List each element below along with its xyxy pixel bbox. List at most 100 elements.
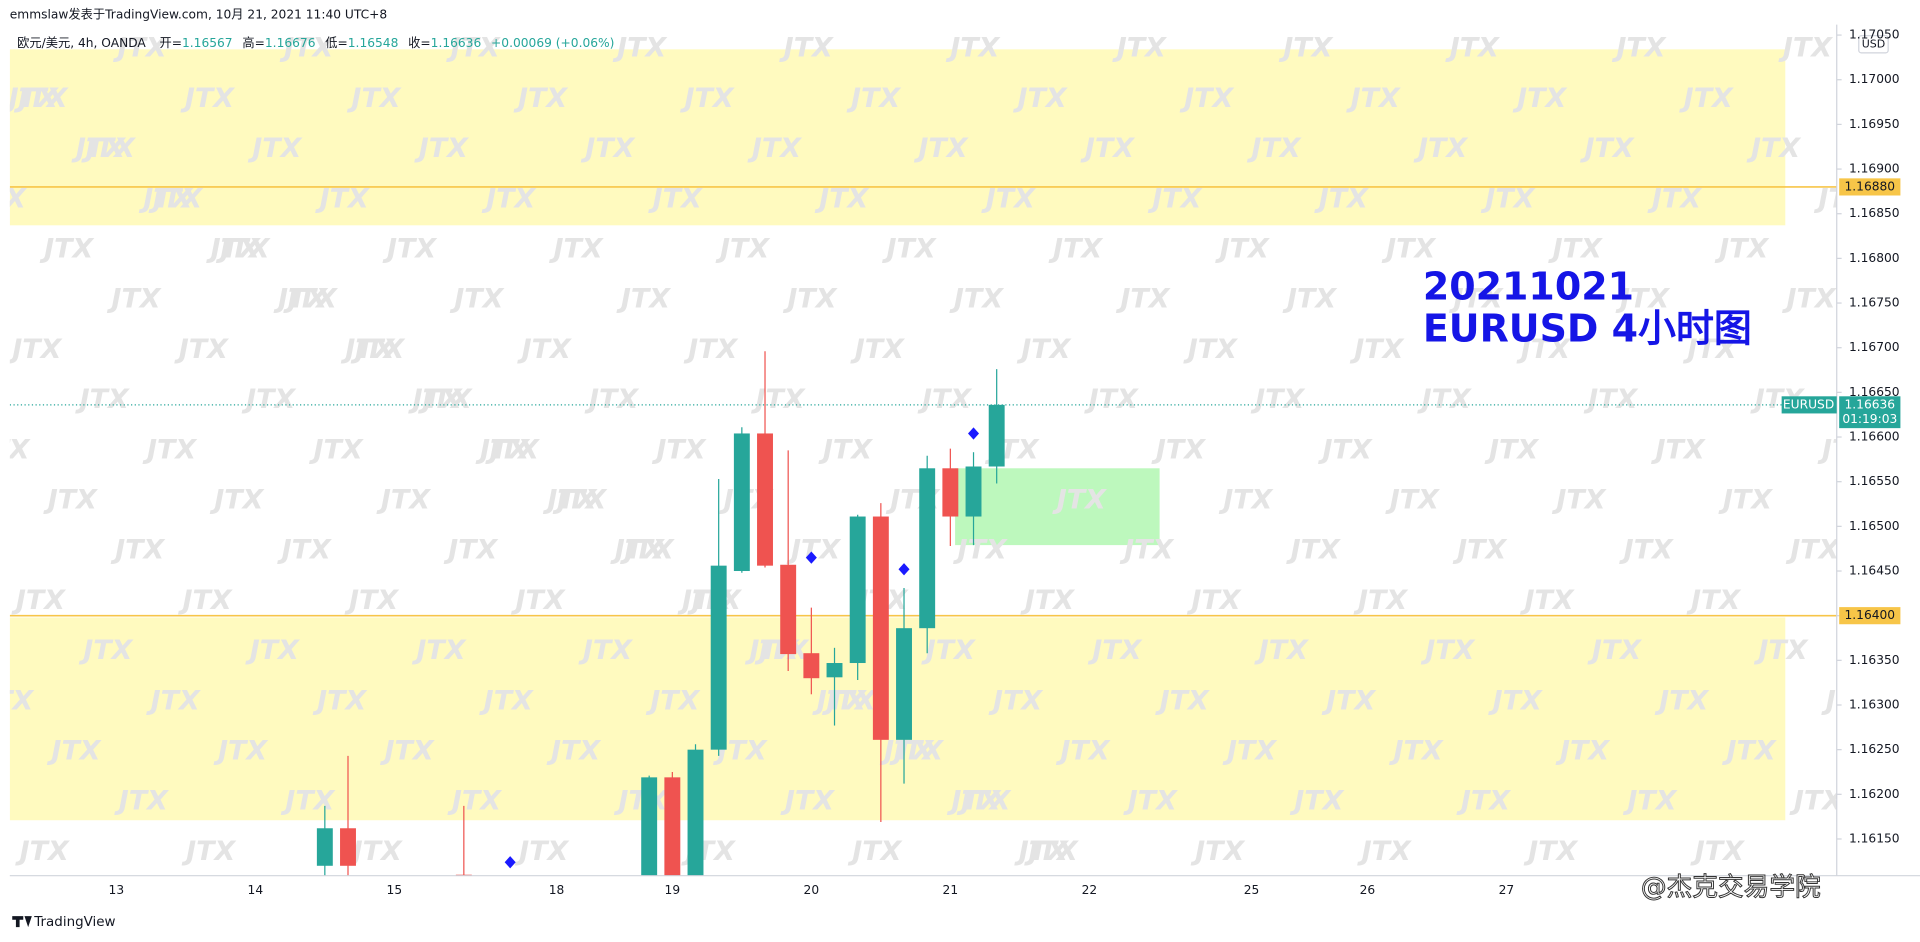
ohlc-value: 1.16636 <box>431 36 482 50</box>
x-tick-label: 21 <box>943 883 959 897</box>
pattern-watermark: JTX <box>889 736 944 767</box>
pattern-watermark: JTX <box>379 736 434 767</box>
x-tick-label: 19 <box>665 883 681 897</box>
pattern-watermark: JTX <box>812 685 867 716</box>
pattern-watermark: JTX <box>1456 786 1511 817</box>
pattern-watermark: JTX <box>981 183 1036 214</box>
pattern-watermark: JTX <box>1619 535 1674 566</box>
pattern-watermark: JTX <box>1718 485 1773 516</box>
y-tick-label: 1.17000 <box>1849 72 1900 86</box>
logo: TradingView <box>33 915 115 930</box>
pattern-watermark: JTX <box>241 384 296 415</box>
level-label: 1.16880 <box>1844 179 1895 193</box>
pattern-watermark: JTX <box>174 334 229 365</box>
y-tick-label: 1.16850 <box>1849 206 1900 220</box>
pattern-watermark: JTX <box>1523 836 1578 867</box>
pattern-watermark: JTX <box>879 736 934 767</box>
pattern-watermark: JTX <box>1480 183 1535 214</box>
pattern-watermark: JTX <box>1587 635 1642 666</box>
pattern-watermark: JTX <box>779 33 834 64</box>
pattern-watermark: JTX <box>645 685 700 716</box>
ohlc-label: 高= <box>242 35 264 50</box>
pattern-watermark: JTX <box>446 33 501 64</box>
candle-body <box>826 663 843 678</box>
pattern-watermark: JTX <box>443 535 498 566</box>
pattern-watermark: JTX <box>485 434 540 465</box>
ohlc-value: 1.16676 <box>265 36 316 50</box>
pattern-watermark: JTX <box>548 233 603 264</box>
pattern-watermark: JTX <box>1417 384 1472 415</box>
x-tick-label: 18 <box>549 883 565 897</box>
pattern-watermark: JTX <box>1254 635 1309 666</box>
pattern-watermark: JTX <box>1789 786 1844 817</box>
pattern-watermark: JTX <box>1452 535 1507 566</box>
pattern-watermark: JTX <box>683 334 738 365</box>
pattern-watermark: JTX <box>1314 183 1369 214</box>
pattern-watermark: JTX <box>113 33 168 64</box>
pattern-watermark: JTX <box>146 685 201 716</box>
pattern-watermark: JTX <box>1778 33 1833 64</box>
pattern-watermark: JTX <box>780 786 835 817</box>
ohlc-label: 收= <box>408 36 431 50</box>
pattern-watermark: JTX <box>1215 233 1270 264</box>
pattern-watermark: JTX <box>138 183 193 214</box>
pattern-watermark: JTX <box>245 635 300 666</box>
pattern-watermark: JTX <box>511 585 566 616</box>
pattern-watermark: JTX <box>1112 33 1167 64</box>
pattern-watermark: JTX <box>114 786 169 817</box>
pattern-watermark: JTX <box>43 485 98 516</box>
pattern-watermark: JTX <box>1722 736 1777 767</box>
pattern-watermark: JTX <box>1155 685 1210 716</box>
pattern-watermark: JTX <box>279 33 334 64</box>
pattern-watermark: JTX <box>822 685 877 716</box>
candle-body <box>896 628 912 740</box>
pattern-watermark: JTX <box>110 535 165 566</box>
pattern-watermark: JTX <box>1346 83 1401 114</box>
pattern-watermark: JTX <box>1087 635 1142 666</box>
pattern-watermark: JTX <box>542 485 597 516</box>
pattern-watermark: JTX <box>408 384 463 415</box>
pattern-watermark: JTX <box>1845 83 1900 114</box>
y-tick-label: 1.16950 <box>1849 117 1900 131</box>
candle-body <box>780 564 797 655</box>
pattern-watermark: JTX <box>13 83 68 114</box>
pattern-watermark: JTX <box>1519 585 1574 616</box>
candle-body <box>664 777 681 876</box>
x-tick-label: 26 <box>1360 883 1376 897</box>
pattern-watermark: JTX <box>479 685 534 716</box>
pattern-watermark: JTX <box>1321 685 1376 716</box>
pattern-watermark: JTX <box>616 284 671 315</box>
pattern-watermark: JTX <box>1679 83 1734 114</box>
pattern-watermark: JTX <box>346 83 401 114</box>
pattern-watermark: JTX <box>814 183 869 214</box>
pattern-watermark: JTX <box>953 535 1008 566</box>
pattern-watermark: JTX <box>340 334 395 365</box>
y-tick-label: 1.16700 <box>1849 340 1900 354</box>
pattern-watermark: JTX <box>1913 133 1920 164</box>
pattern-watermark: JTX <box>411 635 466 666</box>
pattern-watermark: JTX <box>46 736 101 767</box>
pattern-watermark: JTX <box>917 384 972 415</box>
pattern-watermark: JTX <box>180 83 235 114</box>
pattern-watermark: JTX <box>1445 33 1500 64</box>
pattern-watermark: JTX <box>782 284 837 315</box>
pattern-watermark: JTX <box>921 635 976 666</box>
symbol-badge <box>1781 396 1837 414</box>
pattern-watermark: JTX <box>1682 334 1737 365</box>
candle-body <box>455 874 472 876</box>
level-badge <box>1839 607 1901 625</box>
pattern-watermark: JTX <box>1016 334 1071 365</box>
ohlc-label: 开= <box>160 36 183 50</box>
pattern-watermark: JTX <box>1615 284 1670 315</box>
y-tick-label: 1.16900 <box>1849 162 1900 176</box>
candle-body <box>687 749 704 876</box>
pattern-watermark: JTX <box>81 133 136 164</box>
pattern-watermark: JTX <box>177 585 232 616</box>
pattern-watermark: JTX <box>578 635 633 666</box>
ohlc-label: 低= <box>325 36 348 50</box>
pattern-watermark: JTX <box>247 133 302 164</box>
countdown: 01:19:03 <box>1842 412 1897 426</box>
candle-body <box>849 516 866 664</box>
pattern-watermark: JTX <box>1147 183 1202 214</box>
y-tick-label: 1.16750 <box>1849 296 1900 310</box>
